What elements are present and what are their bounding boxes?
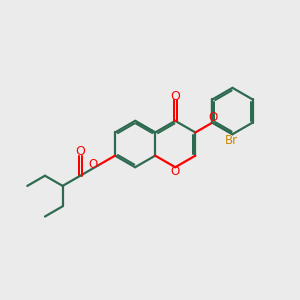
Text: O: O [75,145,85,158]
Text: Br: Br [225,134,239,147]
Text: O: O [170,90,180,103]
Text: O: O [208,111,217,124]
Text: O: O [88,158,98,171]
Text: O: O [171,166,180,178]
